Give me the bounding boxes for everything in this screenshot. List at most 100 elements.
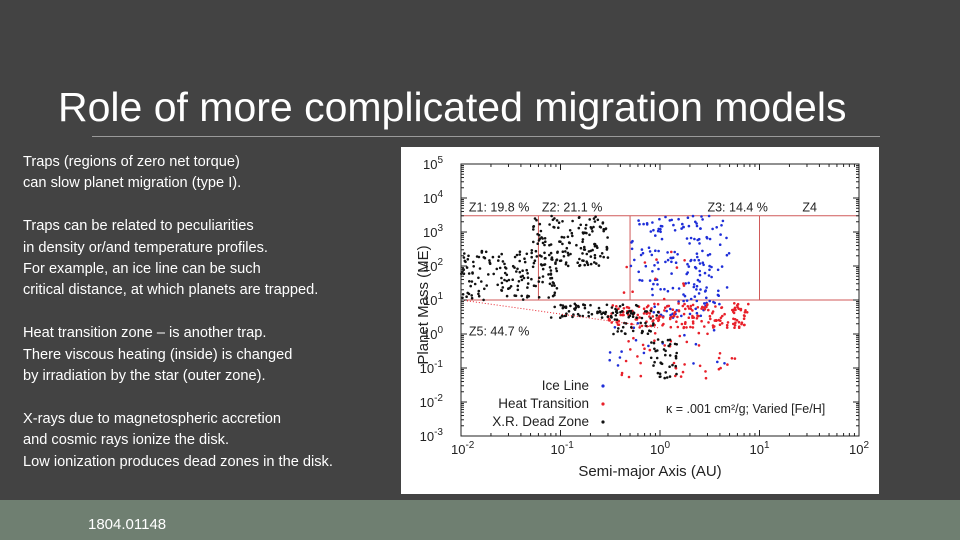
data-point bbox=[629, 348, 632, 351]
data-point bbox=[650, 307, 653, 310]
data-point bbox=[553, 284, 556, 287]
data-point bbox=[681, 370, 685, 374]
data-point bbox=[691, 303, 695, 307]
data-point bbox=[716, 360, 719, 364]
data-point bbox=[564, 306, 568, 309]
data-point bbox=[695, 284, 699, 288]
data-point bbox=[532, 284, 536, 287]
data-point bbox=[620, 329, 623, 333]
data-point bbox=[462, 256, 466, 259]
data-point bbox=[549, 243, 553, 246]
title-underline bbox=[92, 136, 880, 137]
data-point bbox=[682, 282, 685, 285]
data-point bbox=[601, 222, 605, 225]
data-point bbox=[550, 284, 554, 287]
data-point bbox=[577, 216, 581, 219]
data-point bbox=[566, 251, 570, 255]
data-point bbox=[592, 225, 595, 229]
data-point bbox=[587, 311, 590, 314]
data-point bbox=[581, 238, 585, 241]
data-point bbox=[627, 375, 631, 379]
x-tick-label: 10-2 bbox=[451, 440, 475, 457]
data-point bbox=[650, 253, 654, 257]
body-paragraph: Traps (regions of zero net torque) can sl… bbox=[23, 152, 393, 195]
data-point bbox=[677, 309, 681, 313]
data-point bbox=[701, 261, 705, 264]
data-point bbox=[530, 277, 533, 281]
data-point bbox=[560, 314, 564, 317]
body-line: by irradiation by the star (outer zone). bbox=[23, 368, 266, 385]
data-point bbox=[464, 260, 467, 264]
body-line: and cosmic rays ionize the disk. bbox=[23, 432, 230, 449]
data-point bbox=[647, 344, 650, 348]
legend-marker bbox=[601, 402, 605, 406]
data-point bbox=[600, 252, 604, 255]
slide-title: Role of more complicated migration model… bbox=[58, 84, 847, 130]
data-point bbox=[725, 323, 729, 327]
data-point bbox=[505, 279, 509, 283]
data-point bbox=[708, 299, 711, 303]
data-point bbox=[471, 271, 474, 274]
y-tick-exponent: -1 bbox=[434, 359, 443, 370]
data-point bbox=[686, 216, 690, 219]
data-point bbox=[660, 237, 664, 241]
data-point bbox=[653, 332, 657, 335]
zone-label: Z1: 19.8 % bbox=[469, 201, 529, 215]
data-point bbox=[650, 341, 653, 344]
data-point bbox=[683, 333, 686, 337]
data-point bbox=[667, 344, 670, 348]
data-point bbox=[702, 263, 705, 267]
data-point bbox=[742, 314, 746, 317]
data-point bbox=[554, 262, 557, 265]
y-tick-label: 105 bbox=[423, 155, 443, 172]
data-point bbox=[725, 326, 729, 329]
data-point bbox=[647, 246, 651, 249]
data-point bbox=[707, 308, 710, 312]
data-point bbox=[469, 284, 472, 288]
data-point bbox=[715, 226, 718, 229]
data-point bbox=[674, 364, 677, 368]
data-point bbox=[465, 295, 468, 298]
data-point bbox=[467, 254, 470, 258]
data-point bbox=[663, 344, 666, 347]
data-point bbox=[518, 250, 522, 253]
data-point bbox=[583, 263, 586, 267]
data-point bbox=[645, 305, 649, 309]
data-point bbox=[665, 309, 668, 313]
data-point bbox=[740, 321, 744, 324]
data-point bbox=[606, 256, 610, 259]
data-point bbox=[538, 222, 542, 226]
data-point bbox=[627, 340, 630, 343]
data-point bbox=[640, 279, 644, 282]
data-point bbox=[631, 239, 634, 243]
body-line: X-rays due to magnetospheric accretion bbox=[23, 410, 281, 427]
data-point bbox=[680, 314, 683, 318]
data-point bbox=[653, 360, 656, 364]
data-point bbox=[653, 339, 656, 342]
data-point bbox=[530, 249, 534, 252]
data-point bbox=[682, 225, 685, 229]
data-point bbox=[732, 322, 735, 326]
data-point bbox=[511, 278, 514, 281]
data-point bbox=[521, 298, 525, 301]
data-point bbox=[523, 260, 527, 264]
data-point bbox=[470, 280, 474, 283]
data-point bbox=[682, 284, 686, 287]
data-point bbox=[704, 376, 708, 380]
data-point bbox=[549, 316, 553, 319]
data-point bbox=[695, 288, 698, 291]
data-point bbox=[688, 242, 691, 245]
data-point bbox=[535, 255, 539, 258]
data-point bbox=[526, 272, 529, 275]
zone-label: Z2: 21.1 % bbox=[542, 201, 602, 215]
data-point bbox=[491, 255, 495, 259]
data-point bbox=[517, 280, 521, 283]
data-point bbox=[615, 305, 618, 308]
data-point bbox=[652, 311, 656, 314]
data-point bbox=[576, 261, 579, 264]
data-point bbox=[617, 323, 621, 326]
data-point bbox=[709, 317, 712, 321]
data-point bbox=[555, 269, 559, 273]
data-point bbox=[559, 316, 562, 319]
data-point bbox=[685, 326, 688, 329]
